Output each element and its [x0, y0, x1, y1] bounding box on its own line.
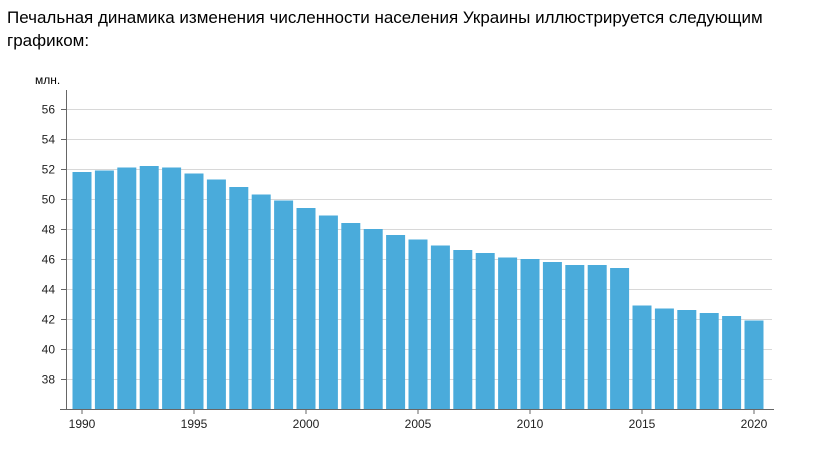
- x-tick-label-2000: 2000: [293, 417, 320, 431]
- bar-2017: [677, 310, 697, 409]
- bar-1991: [94, 170, 114, 409]
- bar-2006: [430, 245, 450, 409]
- intro-text: Печальная динамика изменения численности…: [7, 8, 763, 50]
- y-tick-label-46: 46: [42, 253, 56, 267]
- bar-1999: [274, 200, 294, 409]
- bar-2013: [587, 265, 607, 409]
- y-tick-label-44: 44: [42, 283, 56, 297]
- x-tick-label-1990: 1990: [69, 417, 96, 431]
- y-tick-label-54: 54: [42, 133, 56, 147]
- bar-2018: [699, 313, 719, 409]
- bar-2004: [386, 235, 406, 409]
- y-tick-label-52: 52: [42, 163, 56, 177]
- bar-2009: [498, 257, 518, 409]
- axes: [60, 90, 774, 414]
- bar-1990: [72, 172, 92, 409]
- y-tick-label-50: 50: [42, 193, 56, 207]
- bar-1997: [229, 187, 249, 409]
- bars: [72, 166, 764, 409]
- y-tick-label-42: 42: [42, 313, 56, 327]
- y-tick-label-56: 56: [42, 103, 56, 117]
- bar-1994: [162, 167, 182, 409]
- bar-1996: [206, 179, 226, 409]
- x-tick-label-2015: 2015: [629, 417, 656, 431]
- bar-2010: [520, 259, 540, 409]
- x-tick-label-1995: 1995: [181, 417, 208, 431]
- bar-2011: [542, 262, 562, 409]
- bar-2007: [453, 250, 473, 409]
- bar-2015: [632, 305, 652, 409]
- y-tick-label-38: 38: [42, 373, 56, 387]
- bar-2005: [408, 239, 428, 409]
- bar-1998: [251, 194, 271, 409]
- bar-2002: [341, 223, 361, 409]
- bar-2020: [744, 320, 764, 409]
- x-tick-label-2020: 2020: [741, 417, 768, 431]
- bar-2019: [722, 316, 742, 409]
- bar-2016: [654, 308, 674, 409]
- y-tick-label-40: 40: [42, 343, 56, 357]
- x-tick-label-2005: 2005: [405, 417, 432, 431]
- bar-2012: [565, 265, 585, 409]
- x-tick-labels: 1990 1995 2000 2005 2010 2015 2020: [69, 417, 768, 431]
- bar-2003: [363, 229, 383, 409]
- bar-2000: [296, 208, 316, 409]
- bar-1992: [117, 167, 137, 409]
- bar-2014: [610, 268, 630, 409]
- y-axis-unit-label: млн.: [35, 73, 60, 87]
- x-tick-label-2010: 2010: [517, 417, 544, 431]
- bar-1993: [139, 166, 159, 409]
- bar-2008: [475, 253, 495, 409]
- y-tick-label-48: 48: [42, 223, 56, 237]
- y-tick-labels: 38 40 42 44 46 48 50 52 54 56: [42, 103, 56, 387]
- bar-1995: [184, 173, 204, 409]
- bar-2001: [318, 215, 338, 409]
